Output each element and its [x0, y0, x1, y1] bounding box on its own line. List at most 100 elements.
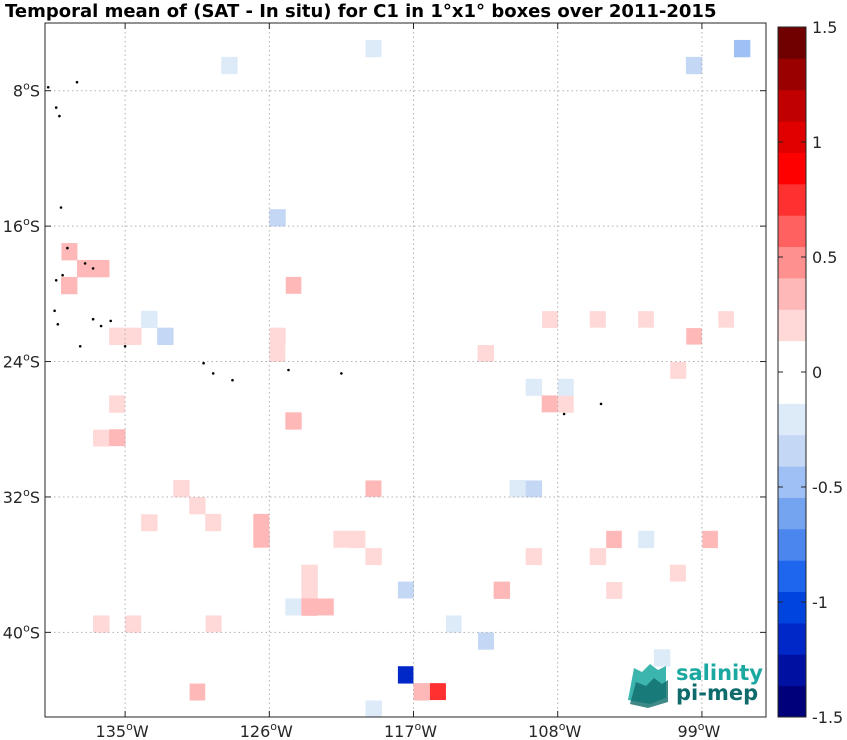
heatmap-cell: [189, 496, 206, 515]
heatmap-cell: [525, 192, 543, 210]
heatmap-cell: [701, 429, 719, 447]
heatmap-cell: [61, 496, 78, 515]
heatmap-cell: [333, 547, 350, 566]
heatmap-cell: [237, 496, 254, 515]
heatmap-cell: [93, 496, 110, 515]
heatmap-cell: [301, 463, 318, 481]
heatmap-cell: [461, 429, 478, 447]
heatmap-cell: [45, 243, 62, 261]
heatmap-cell: [333, 310, 350, 329]
heatmap-cell: [253, 327, 270, 346]
heatmap-cell: [637, 293, 655, 312]
island-marker: [202, 361, 205, 365]
heatmap-cell: [333, 564, 350, 582]
heatmap-cell: [461, 361, 478, 379]
colorbar-segment: [778, 591, 806, 624]
heatmap-cell: [109, 243, 126, 261]
heatmap-cell: [733, 293, 751, 312]
heatmap-cell: [125, 615, 142, 633]
heatmap-cell: [621, 23, 639, 41]
heatmap-cell: [349, 327, 366, 346]
heatmap-cell: [525, 649, 543, 667]
heatmap-cell: [669, 259, 687, 278]
heatmap-cell: [621, 310, 639, 329]
heatmap-cell: [621, 547, 639, 566]
heatmap-cell: [365, 649, 382, 667]
colorbar-segment: [778, 309, 806, 342]
island-marker: [61, 273, 64, 277]
colorbar-tick-label: -1: [812, 593, 828, 612]
heatmap-cell: [237, 683, 254, 701]
heatmap-cell: [125, 361, 142, 379]
colorbar-segment: [778, 121, 806, 153]
heatmap-cell: [173, 649, 190, 667]
heatmap-cell: [621, 530, 639, 549]
heatmap-cell: [397, 632, 414, 650]
heatmap-cell: [733, 361, 751, 379]
heatmap-cell: [525, 463, 543, 481]
heatmap-cell: [285, 259, 302, 278]
heatmap-cell: [445, 259, 462, 278]
heatmap-cell: [701, 632, 719, 650]
heatmap-cell: [701, 344, 719, 362]
heatmap-cell: [509, 632, 527, 650]
heatmap-cell: [141, 496, 158, 515]
heatmap-cell: [589, 649, 607, 667]
heatmap-cell: [221, 412, 238, 430]
heatmap-cell: [525, 293, 543, 312]
heatmap-cell: [333, 480, 350, 498]
heatmap-cell: [157, 378, 174, 396]
heatmap-cell: [253, 259, 270, 278]
heatmap-cell: [189, 581, 206, 599]
heatmap-cell: [669, 513, 687, 532]
heatmap-cell: [365, 480, 382, 498]
heatmap-cell: [525, 547, 543, 566]
heatmap-cell: [77, 429, 94, 447]
heatmap-cell: [589, 293, 607, 312]
heatmap-cell: [493, 310, 511, 329]
heatmap-cell: [685, 530, 703, 549]
heatmap-cell: [669, 446, 687, 464]
heatmap-cell: [189, 446, 206, 464]
y-tick-label: 24oS: [3, 351, 40, 372]
heatmap-cell: [221, 378, 238, 396]
heatmap-cell: [717, 480, 735, 498]
heatmap-cell: [605, 564, 623, 582]
y-tick-label: 8oS: [13, 80, 40, 101]
heatmap-cell: [45, 226, 62, 244]
heatmap-cell: [685, 327, 703, 346]
island-marker: [562, 412, 566, 416]
heatmap-cell: [557, 446, 575, 464]
heatmap-cell: [685, 463, 703, 481]
heatmap-cell: [109, 649, 126, 667]
heatmap-cell: [509, 327, 527, 346]
heatmap-cell: [333, 649, 350, 667]
heatmap-cell: [253, 310, 270, 329]
heatmap-cell: [541, 344, 559, 362]
heatmap-cell: [413, 564, 430, 582]
heatmap-cell: [237, 649, 254, 667]
heatmap-cell: [285, 378, 302, 396]
heatmap-cell: [653, 39, 671, 58]
heatmap-cell: [717, 547, 735, 566]
heatmap-cell: [701, 564, 719, 582]
heatmap-cell: [109, 598, 126, 616]
heatmap-cell: [141, 446, 158, 464]
heatmap-cell: [365, 615, 382, 633]
heatmap-cell: [429, 615, 446, 633]
heatmap-cell: [125, 412, 142, 430]
heatmap-cell: [221, 513, 238, 532]
heatmap-cell: [429, 547, 446, 566]
heatmap-cell: [205, 192, 222, 210]
y-tick-label: 40oS: [3, 621, 40, 642]
heatmap-cell: [221, 632, 238, 650]
island-marker: [75, 80, 79, 84]
heatmap-cell: [525, 327, 543, 346]
heatmap-cell: [109, 395, 126, 413]
heatmap-cell: [253, 513, 270, 532]
colorbar-segment: [778, 89, 806, 122]
heatmap-cell: [237, 327, 254, 346]
heatmap-cell: [173, 209, 190, 227]
heatmap-cell: [701, 446, 719, 464]
heatmap-cell: [237, 395, 254, 413]
